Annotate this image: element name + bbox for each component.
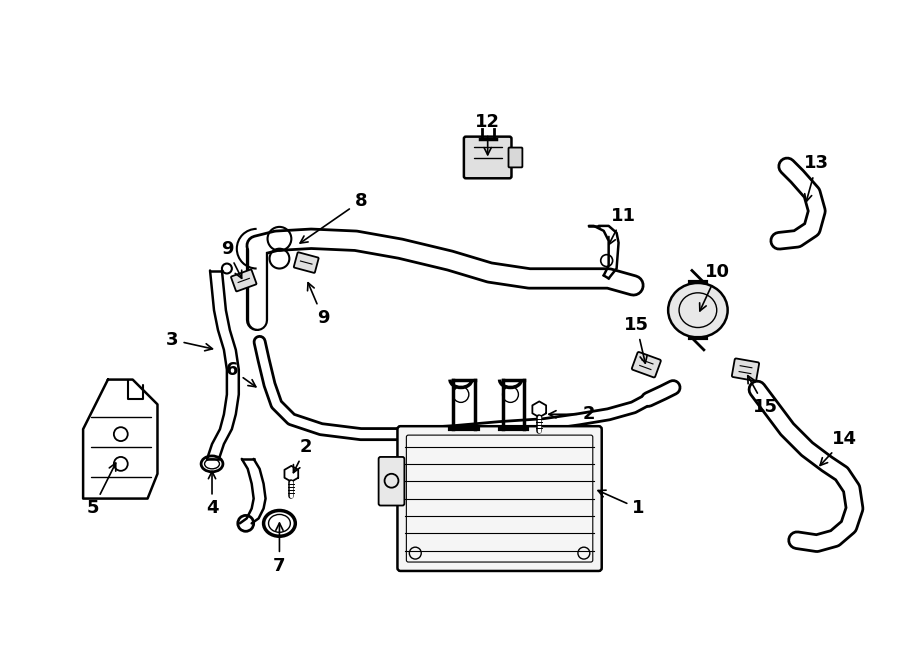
Text: 4: 4 [206, 471, 219, 518]
Text: 5: 5 [86, 463, 116, 518]
Text: 9: 9 [220, 240, 242, 278]
FancyBboxPatch shape [732, 358, 759, 381]
Text: 10: 10 [699, 264, 730, 311]
Text: 1: 1 [598, 490, 644, 518]
Text: 14: 14 [820, 430, 857, 465]
Text: 7: 7 [274, 523, 285, 575]
FancyBboxPatch shape [231, 270, 256, 292]
FancyBboxPatch shape [632, 352, 661, 377]
Text: 3: 3 [166, 331, 212, 351]
Ellipse shape [668, 283, 727, 338]
Text: 15: 15 [748, 375, 778, 416]
Text: 11: 11 [608, 207, 636, 245]
Text: 8: 8 [300, 192, 367, 243]
FancyBboxPatch shape [464, 137, 511, 178]
FancyBboxPatch shape [379, 457, 404, 506]
Text: 15: 15 [624, 316, 649, 363]
FancyBboxPatch shape [508, 147, 522, 167]
Text: 9: 9 [308, 283, 329, 327]
Text: 13: 13 [805, 155, 830, 202]
Text: 6: 6 [226, 361, 256, 387]
FancyBboxPatch shape [293, 253, 319, 273]
Text: 2: 2 [293, 438, 312, 473]
Text: 2: 2 [549, 405, 595, 423]
FancyBboxPatch shape [398, 426, 602, 571]
Text: 12: 12 [475, 113, 500, 155]
